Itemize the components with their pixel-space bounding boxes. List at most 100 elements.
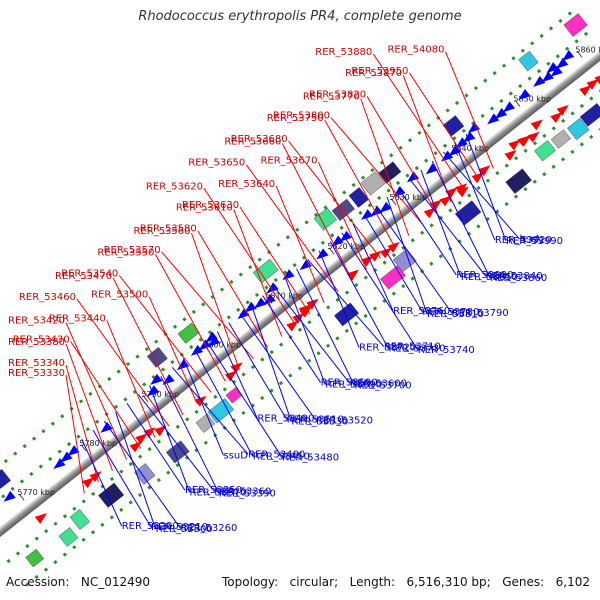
reverse-gene-arrow[interactable] (98, 421, 113, 437)
forward-gene-arrow[interactable] (586, 75, 600, 90)
forward-gene-arrow[interactable] (224, 367, 240, 382)
reverse-gene-label[interactable]: ssuD (223, 450, 248, 461)
forward-gene-label[interactable]: RER_53500 (91, 290, 148, 301)
forward-gene-arrow[interactable] (504, 146, 519, 161)
reverse-gene-label[interactable]: RER_53600 (350, 379, 407, 390)
forward-gene-arrow[interactable] (82, 474, 97, 489)
forward-gene-label[interactable]: RER_53870 (345, 68, 402, 79)
reverse-gene-label[interactable]: RER_53260 (180, 523, 237, 534)
forward-gene-arrow[interactable] (298, 301, 314, 316)
reverse-gene-label[interactable]: RER_53360 (214, 486, 271, 497)
reverse-gene-label[interactable]: RER_53920 (495, 235, 552, 246)
reverse-gene-arrow[interactable] (147, 373, 163, 389)
forward-gene-label[interactable]: RER_53620 (146, 181, 203, 192)
forward-gene-arrow[interactable] (439, 192, 455, 207)
reverse-gene-arrow[interactable] (65, 445, 80, 460)
reverse-gene-arrow[interactable] (314, 248, 329, 263)
reverse-gene-arrow[interactable] (51, 458, 66, 473)
forward-gene-label[interactable]: RER_53440 (49, 313, 106, 324)
reverse-gene-arrow[interactable] (280, 269, 295, 284)
forward-gene-arrow[interactable] (556, 101, 572, 116)
forward-gene-arrow[interactable] (129, 438, 145, 453)
gene-feature-box[interactable] (567, 117, 590, 141)
forward-gene-arrow[interactable] (89, 468, 104, 483)
gene-feature-box[interactable] (69, 509, 90, 530)
reverse-gene-label[interactable]: RER_53300 (156, 524, 213, 535)
reverse-gene-label[interactable]: RER_53840 (486, 271, 543, 282)
reverse-gene-arrow[interactable] (251, 297, 267, 312)
forward-gene-arrow[interactable] (230, 359, 245, 374)
reverse-gene-arrow[interactable] (235, 308, 250, 323)
gene-feature-box[interactable] (58, 527, 79, 547)
forward-gene-arrow[interactable] (306, 295, 321, 310)
reverse-gene-arrow[interactable] (553, 57, 569, 73)
forward-gene-arrow[interactable] (508, 136, 523, 151)
forward-gene-label[interactable]: RER_53460 (19, 292, 76, 303)
forward-gene-label[interactable]: RER_53800 (273, 111, 330, 122)
forward-gene-label[interactable]: RER_53950 (351, 66, 408, 77)
gene-feature-box[interactable] (146, 346, 168, 368)
reverse-gene-arrow[interactable] (377, 201, 392, 217)
reverse-gene-arrow[interactable] (548, 65, 563, 81)
gene-feature-box[interactable] (563, 13, 588, 37)
forward-gene-arrow[interactable] (423, 204, 439, 219)
reverse-gene-arrow[interactable] (423, 163, 438, 178)
reverse-gene-arrow[interactable] (453, 137, 468, 152)
forward-gene-arrow[interactable] (550, 109, 565, 124)
forward-gene-label[interactable]: RER_53660 (224, 137, 281, 148)
forward-gene-label[interactable]: RER_53550 (97, 247, 154, 258)
reverse-gene-arrow[interactable] (264, 282, 279, 297)
forward-gene-arrow[interactable] (143, 424, 158, 439)
gene-feature-box[interactable] (195, 413, 216, 433)
reverse-gene-arrow[interactable] (144, 385, 160, 400)
forward-gene-label[interactable]: RER_53430 (13, 334, 70, 345)
reverse-gene-label[interactable]: RER_53710 (384, 342, 441, 353)
gene-feature-box[interactable] (98, 482, 125, 508)
reverse-gene-label[interactable]: RER_53700 (355, 381, 412, 392)
gene-feature-box[interactable] (454, 200, 482, 226)
forward-gene-arrow[interactable] (369, 247, 384, 262)
forward-gene-arrow[interactable] (456, 183, 472, 198)
forward-gene-arrow[interactable] (154, 422, 169, 437)
forward-gene-arrow[interactable] (429, 196, 445, 211)
forward-gene-arrow[interactable] (527, 128, 542, 143)
reverse-gene-arrow[interactable] (516, 89, 531, 104)
forward-gene-label[interactable]: RER_53470 (55, 271, 112, 282)
reverse-gene-arrow[interactable] (203, 331, 218, 346)
reverse-gene-arrow[interactable] (205, 335, 221, 351)
forward-gene-label[interactable]: RER_53670 (260, 155, 317, 166)
reverse-gene-label[interactable]: RER_53810 (427, 309, 484, 320)
reverse-gene-arrow[interactable] (242, 301, 257, 317)
forward-gene-arrow[interactable] (445, 184, 460, 199)
forward-gene-arrow[interactable] (478, 162, 493, 177)
forward-gene-label[interactable]: RER_53570 (104, 245, 161, 256)
reverse-gene-arrow[interactable] (174, 359, 190, 374)
reverse-gene-arrow[interactable] (160, 373, 175, 389)
reverse-gene-label[interactable]: RER_53390 (219, 488, 276, 499)
forward-gene-arrow[interactable] (579, 82, 594, 97)
forward-gene-label[interactable]: RER_53750 (267, 113, 324, 124)
reverse-gene-label[interactable]: RER_53480 (282, 452, 339, 463)
gene-feature-box[interactable] (165, 440, 190, 464)
reverse-gene-arrow[interactable] (1, 490, 16, 506)
reverse-gene-label[interactable]: RER_53790 (452, 308, 509, 319)
gene-feature-box[interactable] (380, 265, 406, 290)
forward-gene-label[interactable]: RER_53880 (315, 47, 372, 58)
forward-gene-arrow[interactable] (387, 238, 403, 253)
gene-feature-box[interactable] (177, 322, 200, 344)
forward-gene-arrow[interactable] (379, 244, 395, 259)
reverse-gene-arrow[interactable] (539, 71, 554, 86)
gene-feature-box[interactable] (579, 103, 600, 127)
forward-gene-label[interactable]: RER_53610 (176, 203, 233, 214)
gene-feature-box[interactable] (360, 171, 386, 196)
reverse-gene-arrow[interactable] (465, 122, 481, 137)
forward-gene-label[interactable]: RER_53540 (61, 268, 118, 279)
forward-gene-arrow[interactable] (286, 317, 301, 332)
gene-feature-box[interactable] (518, 50, 539, 72)
gene-feature-box[interactable] (331, 198, 355, 221)
gene-feature-box[interactable] (225, 387, 243, 404)
gene-feature-box[interactable] (505, 168, 532, 194)
reverse-gene-arrow[interactable] (57, 451, 73, 466)
reverse-gene-arrow[interactable] (559, 49, 575, 65)
